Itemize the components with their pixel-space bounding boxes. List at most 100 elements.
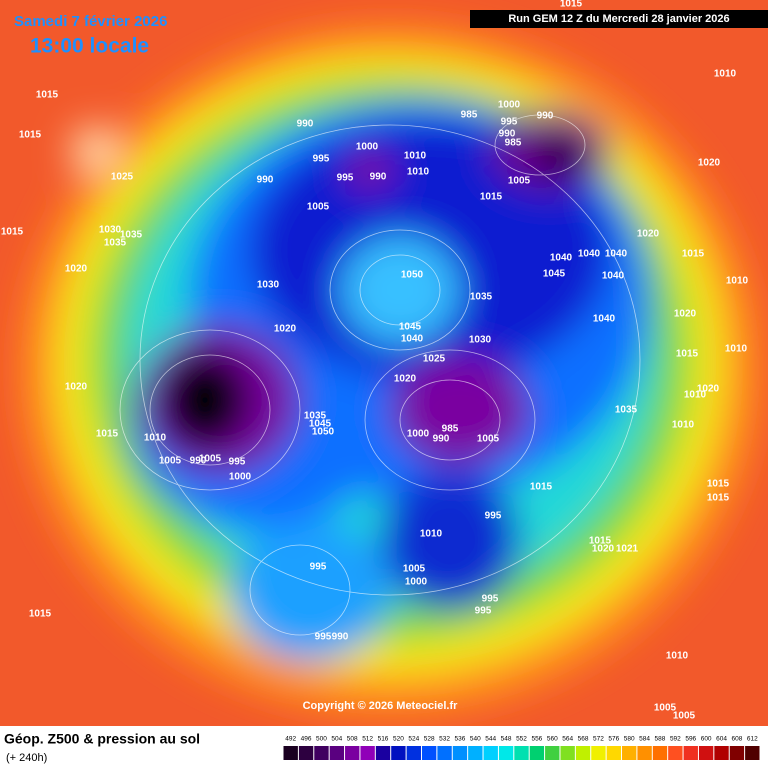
map-field	[0, 0, 768, 726]
colorbar-swatch	[406, 746, 421, 760]
colorbar-swatch	[452, 746, 468, 760]
isobar-label: 1020	[674, 309, 697, 320]
isobar-label: 1030	[99, 225, 122, 236]
legend-lead: (+ 240h)	[6, 752, 47, 764]
colorbar-swatch	[683, 746, 698, 760]
colorbar-label: 576	[608, 736, 619, 743]
isobar-label: 990	[370, 172, 387, 183]
isobar-label: 990	[257, 175, 274, 186]
colorbar-swatch	[314, 746, 329, 760]
isobar-label: 1020	[698, 158, 721, 169]
isobar-label: 995	[337, 173, 354, 184]
isobar-label: 1000	[356, 142, 379, 153]
isobar-label: 990	[190, 456, 207, 467]
colorbar-label: 592	[670, 736, 681, 743]
isobar-label: 985	[505, 138, 522, 149]
isobar-label: 1015	[19, 130, 42, 141]
isobar-label: 1000	[229, 472, 252, 483]
colorbar-swatch	[421, 746, 437, 760]
colorbar-swatch	[729, 746, 745, 760]
isobar-label: 1040	[602, 271, 625, 282]
colorbar-label: 548	[501, 736, 512, 743]
isobar-label: 1045	[543, 269, 566, 280]
isobar-label: 1015	[707, 493, 730, 504]
isobar-label: 1030	[469, 335, 492, 346]
isobar-label: 990	[433, 434, 450, 445]
colorbar-label: 556	[531, 736, 542, 743]
isobar-label: 1035	[104, 238, 127, 249]
isobar-label: 1010	[725, 344, 748, 355]
isobar-label: 995	[229, 457, 246, 468]
isobar-label: 1015	[480, 192, 503, 203]
legend-title: Géop. Z500 & pression au sol	[4, 731, 200, 747]
isobar-label: 1040	[550, 253, 573, 264]
isobar-label: 1015	[36, 90, 59, 101]
isobar-label: 1020	[637, 229, 660, 240]
colorbar-label: 572	[593, 736, 604, 743]
isobar-label: 1021	[616, 544, 639, 555]
colorbar-label: 564	[562, 736, 573, 743]
isobar-label: 1000	[498, 100, 521, 111]
isobar-label: 1040	[593, 314, 616, 325]
colorbar-label: 596	[685, 736, 696, 743]
isobar-label: 1035	[615, 405, 638, 416]
isobar-label: 995	[475, 606, 492, 617]
colorbar-swatch	[606, 746, 622, 760]
isobar-label: 1015	[530, 482, 553, 493]
colorbar-swatch	[468, 746, 483, 760]
colorbar-label: 544	[485, 736, 496, 743]
colorbar-label: 520	[393, 736, 404, 743]
isobar-label: 1005	[159, 456, 182, 467]
colorbar-swatch	[345, 746, 360, 760]
isobar-label: 1010	[714, 69, 737, 80]
colorbar-swatch	[437, 746, 452, 760]
isobar-label: 1010	[684, 390, 707, 401]
run-info: Run GEM 12 Z du Mercredi 28 janvier 2026	[508, 13, 729, 25]
colorbar-swatch	[391, 746, 406, 760]
isobar-label: 995	[313, 154, 330, 165]
isobar-label: 1040	[605, 249, 628, 260]
isobar-label: 1005	[199, 454, 222, 465]
isobar-labels: 1015 1015 1025 1015 1030 1035 1035 1020 1020 1015…	[1, 0, 749, 722]
isobar-label: 990	[332, 632, 349, 643]
isobar-label: 1005	[403, 564, 426, 575]
isobar-label: 1015	[682, 249, 705, 260]
isobar-label: 995	[501, 117, 518, 128]
isobar-label: 995	[485, 511, 502, 522]
isobar-label: 1050	[312, 427, 335, 438]
colorbar-label: 532	[439, 736, 450, 743]
isobar-label: 1010	[420, 529, 443, 540]
isobar-label: 990	[297, 119, 314, 130]
colorbar-swatch	[560, 746, 575, 760]
isobar-label: 1040	[401, 334, 424, 345]
colorbar-label: 612	[747, 736, 758, 743]
colorbar-swatch	[483, 746, 498, 760]
isobar-label: 1035	[470, 292, 493, 303]
local-time: 13:00 locale	[30, 35, 149, 58]
colorbar-swatch	[622, 746, 637, 760]
isobar-label: 1025	[423, 354, 446, 365]
colorbar-label: 524	[408, 736, 419, 743]
isobar-label: 1035	[304, 411, 327, 422]
isobar-label: 1000	[407, 429, 430, 440]
isobar-label: 1015	[589, 536, 612, 547]
isobar-label: 1015	[1, 227, 24, 238]
isobar-label: 995	[310, 562, 327, 573]
isobar-label: 1015	[560, 0, 583, 10]
isobar-label: 985	[461, 110, 478, 121]
isobar-label: 1020	[697, 384, 720, 395]
colorbar-label: 552	[516, 736, 527, 743]
colorbar-swatch	[637, 746, 652, 760]
copyright: Copyright © 2026 Meteociel.fr	[303, 700, 459, 712]
colorbar-label: 496	[301, 736, 312, 743]
isobar-label: 1010	[144, 433, 167, 444]
isobar-label: 1005	[307, 202, 330, 213]
colorbar-label: 504	[331, 736, 342, 743]
isobar-label: 1005	[508, 176, 531, 187]
date: Samedi 7 février 2026	[14, 13, 167, 30]
isobar-label: 1015	[29, 609, 52, 620]
colorbar-swatch	[575, 746, 591, 760]
isobar-label: 1025	[111, 172, 134, 183]
colorbar: 492 496 500 504 508 512 516 520 524 528 532 536 540 5…	[283, 736, 760, 760]
isobar-label: 995	[315, 632, 332, 643]
